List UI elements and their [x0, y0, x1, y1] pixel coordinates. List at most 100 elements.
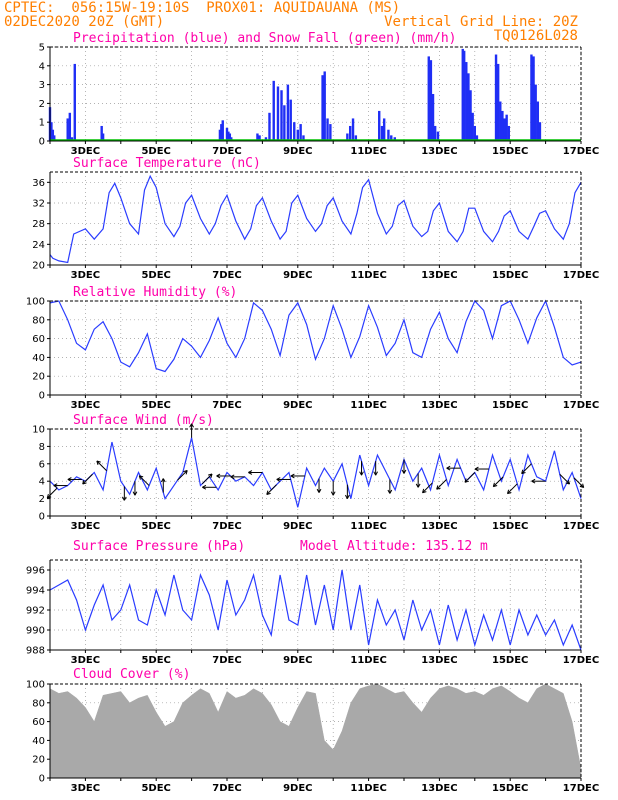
wind-arrow-head: [346, 494, 350, 499]
y-tick-label: 20: [32, 372, 45, 383]
x-tick-label: 9DEC: [283, 521, 312, 532]
precip-bar: [227, 131, 230, 141]
wind-arrow: [559, 473, 571, 485]
precip-bar: [387, 129, 390, 141]
precip-bar: [101, 133, 105, 141]
wind-arrow-head: [67, 479, 72, 482]
x-tick-label: 5DEC: [141, 400, 170, 411]
precip-bar: [534, 84, 537, 141]
wind-arrow-head: [531, 478, 536, 482]
y-tick-label: 60: [32, 334, 45, 345]
precip-bar: [496, 63, 500, 141]
wind-arrow-head: [53, 485, 58, 488]
precip-bar: [268, 112, 271, 141]
precip-bar: [293, 122, 296, 141]
precip-bar: [272, 80, 275, 141]
wind-arrow-head: [248, 472, 253, 475]
wind-arrow: [446, 465, 461, 471]
y-tick-label: 4: [39, 477, 45, 488]
wind-arrow-head: [389, 489, 393, 494]
precip-bar: [68, 112, 72, 141]
wind-arrow-head: [436, 485, 439, 490]
wind-arrow-head: [290, 473, 295, 477]
precip-bar: [427, 56, 430, 141]
y-tick-label: 2: [39, 494, 45, 505]
x-tick-label: 7DEC: [212, 521, 241, 532]
x-tick-label: 15DEC: [492, 521, 528, 532]
wind-arrow: [230, 474, 245, 480]
wind-arrow-shaft: [82, 473, 93, 485]
wind-arrow: [46, 487, 58, 499]
wind-arrow-head: [216, 475, 221, 479]
y-tick-label: 8: [39, 442, 45, 453]
precip-bar: [321, 75, 324, 141]
precip-bar: [329, 124, 332, 141]
wind-arrow: [422, 482, 433, 494]
header-grid-note: Vertical Grid Line: 20Z: [384, 14, 578, 30]
x-tick-label: 9DEC: [283, 783, 312, 794]
precip-bar: [390, 135, 393, 141]
wind-arrow-head: [521, 469, 524, 474]
precip-bar: [351, 118, 355, 141]
precip-bar: [461, 48, 464, 141]
wind-arrow: [492, 476, 504, 488]
x-tick-label: 11DEC: [350, 521, 386, 532]
precip-bar: [73, 63, 76, 141]
wind-arrow: [521, 463, 532, 475]
wind-arrow-head: [422, 491, 427, 494]
wind-arrow: [276, 477, 291, 482]
y-tick-label: 24: [32, 240, 45, 251]
wind-arrow: [160, 478, 166, 493]
x-tick-label: 3DEC: [71, 400, 100, 411]
wind-arrow-head: [290, 475, 295, 479]
wind-arrow-head: [121, 496, 125, 501]
wind-arrow-head: [138, 475, 141, 480]
precip-bar: [465, 62, 468, 141]
wind-arrow: [415, 473, 421, 488]
x-tick-label: 9DEC: [283, 400, 312, 411]
wind-arrow-shaft: [464, 472, 476, 483]
wind-arrow-head: [531, 480, 536, 484]
y-tick-label: 0: [39, 512, 45, 523]
y-tick-label: 20: [32, 261, 45, 272]
wind-arrow-head: [521, 471, 526, 475]
wind-arrow-head: [216, 473, 221, 477]
wind-arrow: [201, 473, 213, 485]
wind-arrow-head: [415, 483, 419, 488]
x-tick-label: 11DEC: [350, 655, 386, 666]
wind-arrow-head: [446, 465, 451, 469]
wind-arrow-shaft: [266, 484, 277, 495]
y-tick-label: 0: [39, 774, 45, 785]
wind-arrow-head: [401, 469, 405, 474]
x-tick-label: 15DEC: [492, 655, 528, 666]
precip-bar: [264, 137, 268, 141]
precip-bar: [326, 118, 329, 141]
y-tick-label: 4: [39, 61, 45, 72]
wind-arrow-head: [248, 470, 253, 473]
precip-bar: [431, 94, 435, 141]
x-tick-label: 7DEC: [212, 270, 241, 281]
wind-arrow-shaft: [138, 475, 150, 486]
wind-arrow-head: [53, 483, 58, 486]
header-date: 02DEC2020 20Z (GMT): [4, 14, 165, 30]
wind-arrow-head: [492, 482, 495, 487]
x-tick-label: 5DEC: [141, 655, 170, 666]
wind-arrow: [345, 484, 350, 499]
precip-bar: [323, 71, 326, 141]
y-tick-label: 992: [26, 606, 45, 617]
panel-subtitle: Model Altitude: 135.12 m: [300, 539, 488, 554]
wind-arrow-head: [139, 475, 144, 478]
wind-arrow-head: [208, 473, 213, 476]
y-tick-label: 10: [32, 425, 45, 436]
wind-arrow: [373, 461, 379, 476]
precip-bar: [469, 90, 472, 141]
wind-arrow-head: [387, 489, 391, 494]
precip-bar: [382, 118, 386, 141]
wind-arrow-shaft: [422, 482, 433, 494]
x-tick-label: 11DEC: [350, 270, 386, 281]
wind-arrow-head: [162, 478, 166, 483]
precip-bar: [276, 86, 280, 141]
x-tick-label: 3DEC: [71, 270, 100, 281]
y-tick-label: 32: [32, 199, 45, 210]
x-tick-label: 5DEC: [141, 270, 170, 281]
